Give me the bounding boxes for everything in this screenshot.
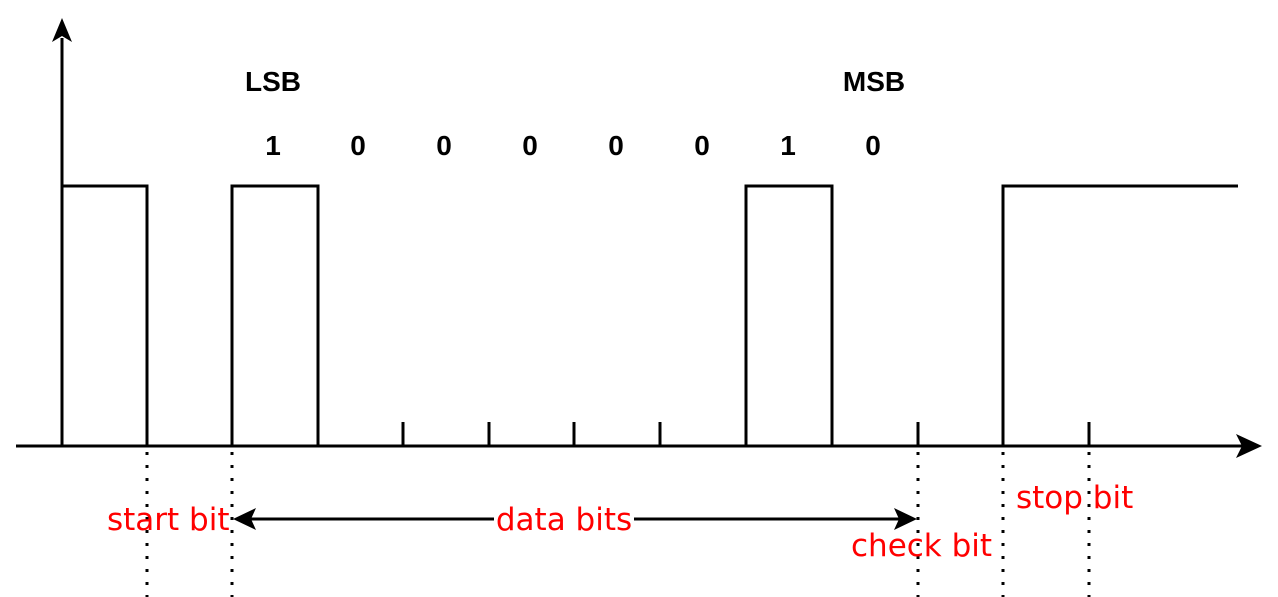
msb-label: MSB [843, 66, 905, 97]
bit-value: 1 [780, 130, 796, 161]
idle-high-pulse [60, 184, 149, 446]
stop-high-level [1001, 184, 1238, 446]
bit-ticks [401, 422, 1091, 446]
start-bit-label: start bit [107, 502, 230, 538]
bit-value: 0 [436, 130, 452, 161]
x-axis-arrowhead [1236, 434, 1262, 458]
data-bits-label: data bits [496, 502, 632, 538]
check-bit-label: check bit [851, 528, 992, 564]
bit-value: 0 [522, 130, 538, 161]
stop-bit-label: stop bit [1016, 480, 1133, 516]
x-axis [16, 434, 1262, 458]
bit-value: 0 [694, 130, 710, 161]
arrow-right-head [894, 508, 917, 530]
bit-value: 0 [608, 130, 624, 161]
bit-value: 0 [865, 130, 881, 161]
signal-waveform [60, 184, 1238, 446]
data-bit-pulse-lsb [230, 184, 320, 446]
bit-value: 1 [265, 130, 281, 161]
bit-values: 1 0 0 0 0 0 1 0 [265, 130, 881, 161]
y-axis-arrowhead [52, 18, 72, 42]
data-bits-label-background [494, 500, 634, 540]
arrow-left-head [233, 508, 256, 530]
data-bit-pulse-bit6 [744, 184, 834, 446]
lsb-label: LSB [245, 66, 301, 97]
bit-value: 0 [350, 130, 366, 161]
